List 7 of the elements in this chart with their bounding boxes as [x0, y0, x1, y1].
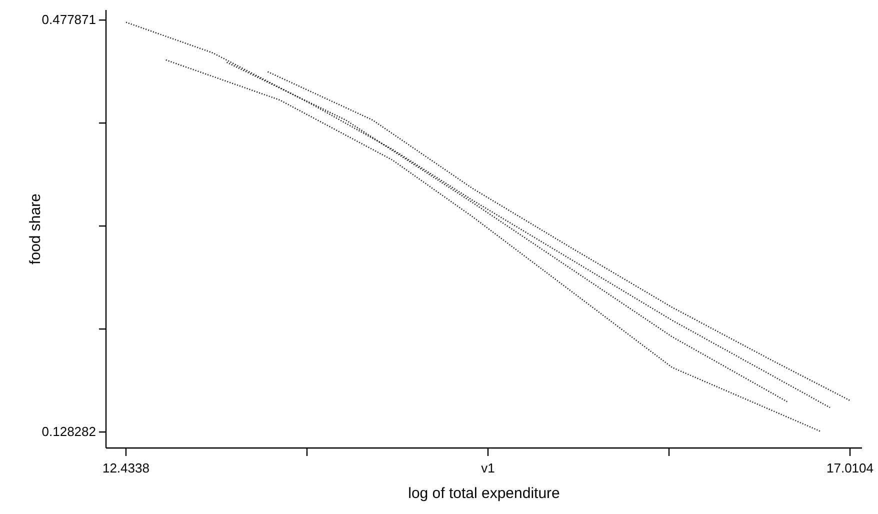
y-axis-title: food share	[27, 194, 44, 264]
x-tick-label: 12.4338	[102, 460, 150, 476]
y-tick-label: 0.477871	[42, 12, 96, 28]
y-tick-label: 0.128282	[42, 424, 96, 440]
x-tick-label: 17.0104	[826, 460, 874, 476]
x-axis-title: log of total expenditure	[408, 485, 560, 502]
x-tick-label: v1	[481, 460, 495, 476]
